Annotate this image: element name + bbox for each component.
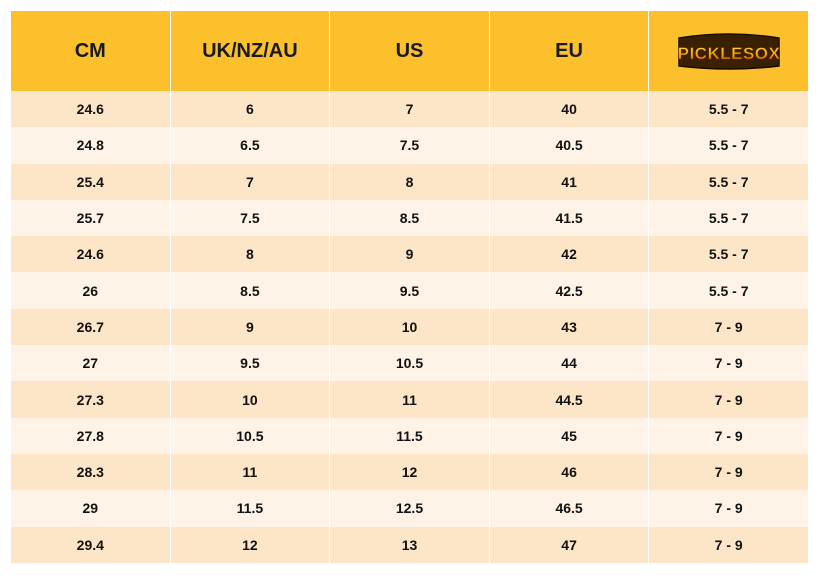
size-table: CM UK/NZ/AU US EU PICKLE [10,11,809,563]
table-row: 28.3 11 12 46 7 - 9 [10,453,809,491]
table-row: 27 9.5 10.5 44 7 - 9 [10,345,809,382]
cell-cm: 26.7 [10,308,171,346]
cell-uk-nz-au: 8 [169,236,331,273]
header-uk-nz-au: UK/NZ/AU [169,11,331,91]
cell-picklesox: 5.5 - 7 [648,199,809,237]
cell-us: 8.5 [329,199,490,237]
cell-eu: 41 [488,163,650,200]
cell-picklesox: 7 - 9 [648,308,809,346]
table-row: 29.4 12 13 47 7 - 9 [10,526,809,563]
cell-us: 10.5 [329,345,490,382]
cell-cm: 26 [10,272,171,309]
cell-uk-nz-au: 9 [169,308,331,346]
cell-eu: 40.5 [488,127,650,164]
cell-us: 13 [329,526,490,563]
table-row: 26.7 9 10 43 7 - 9 [10,308,809,346]
cell-picklesox: 5.5 - 7 [648,236,809,273]
cell-uk-nz-au: 7.5 [169,199,331,237]
table-row: 27.3 10 11 44.5 7 - 9 [10,381,809,418]
table-row: 25.4 7 8 41 5.5 - 7 [10,163,809,200]
cell-eu: 43 [488,308,650,346]
cell-uk-nz-au: 9.5 [169,345,331,382]
cell-us: 7.5 [329,127,490,164]
picklesox-logo: PICKLESOX [677,33,780,70]
cell-cm: 27.8 [10,417,171,454]
cell-eu: 46.5 [488,490,650,527]
cell-uk-nz-au: 10.5 [169,417,331,454]
cell-us: 12.5 [329,490,490,527]
cell-picklesox: 7 - 9 [648,453,809,491]
cell-picklesox: 7 - 9 [648,490,809,527]
cell-us: 12 [329,453,490,491]
cell-eu: 42 [488,236,650,273]
table-row: 26 8.5 9.5 42.5 5.5 - 7 [10,272,809,309]
header-row: CM UK/NZ/AU US EU PICKLE [10,11,809,91]
cell-picklesox: 5.5 - 7 [648,91,809,128]
cell-eu: 44.5 [488,381,650,418]
cell-picklesox: 7 - 9 [648,526,809,563]
cell-uk-nz-au: 6.5 [169,127,331,164]
cell-eu: 46 [488,453,650,491]
header-us: US [329,11,490,91]
cell-uk-nz-au: 6 [169,91,331,128]
table-row: 24.6 8 9 42 5.5 - 7 [10,236,809,273]
cell-us: 8 [329,163,490,200]
cell-cm: 28.3 [10,453,171,491]
cell-uk-nz-au: 10 [169,381,331,418]
cell-picklesox: 7 - 9 [648,345,809,382]
cell-cm: 27 [10,345,171,382]
table-row: 27.8 10.5 11.5 45 7 - 9 [10,417,809,454]
cell-cm: 24.6 [10,91,171,128]
cell-picklesox: 7 - 9 [648,381,809,418]
cell-cm: 24.6 [10,236,171,273]
cell-us: 11.5 [329,417,490,454]
cell-eu: 45 [488,417,650,454]
cell-eu: 42.5 [488,272,650,309]
cell-us: 11 [329,381,490,418]
cell-eu: 41.5 [488,199,650,237]
cell-cm: 29.4 [10,526,171,563]
cell-us: 9 [329,236,490,273]
header-eu: EU [488,11,650,91]
cell-uk-nz-au: 7 [169,163,331,200]
cell-picklesox: 5.5 - 7 [648,163,809,200]
cell-eu: 47 [488,526,650,563]
cell-picklesox: 5.5 - 7 [648,272,809,309]
cell-us: 7 [329,91,490,128]
header-brand-logo: PICKLESOX [648,11,809,91]
cell-cm: 25.4 [10,163,171,200]
table-row: 24.8 6.5 7.5 40.5 5.5 - 7 [10,127,809,164]
cell-us: 9.5 [329,272,490,309]
table-row: 25.7 7.5 8.5 41.5 5.5 - 7 [10,199,809,237]
svg-text:PICKLESOX: PICKLESOX [677,44,780,63]
cell-cm: 25.7 [10,199,171,237]
cell-cm: 27.3 [10,381,171,418]
table-row: 24.6 6 7 40 5.5 - 7 [10,91,809,128]
cell-picklesox: 5.5 - 7 [648,127,809,164]
cell-us: 10 [329,308,490,346]
cell-picklesox: 7 - 9 [648,417,809,454]
cell-uk-nz-au: 8.5 [169,272,331,309]
cell-cm: 29 [10,490,171,527]
cell-uk-nz-au: 11 [169,453,331,491]
cell-eu: 44 [488,345,650,382]
cell-cm: 24.8 [10,127,171,164]
cell-uk-nz-au: 12 [169,526,331,563]
cell-uk-nz-au: 11.5 [169,490,331,527]
size-chart: CM UK/NZ/AU US EU PICKLE [10,11,809,563]
table-row: 29 11.5 12.5 46.5 7 - 9 [10,490,809,527]
header-cm: CM [10,11,171,91]
cell-eu: 40 [488,91,650,128]
